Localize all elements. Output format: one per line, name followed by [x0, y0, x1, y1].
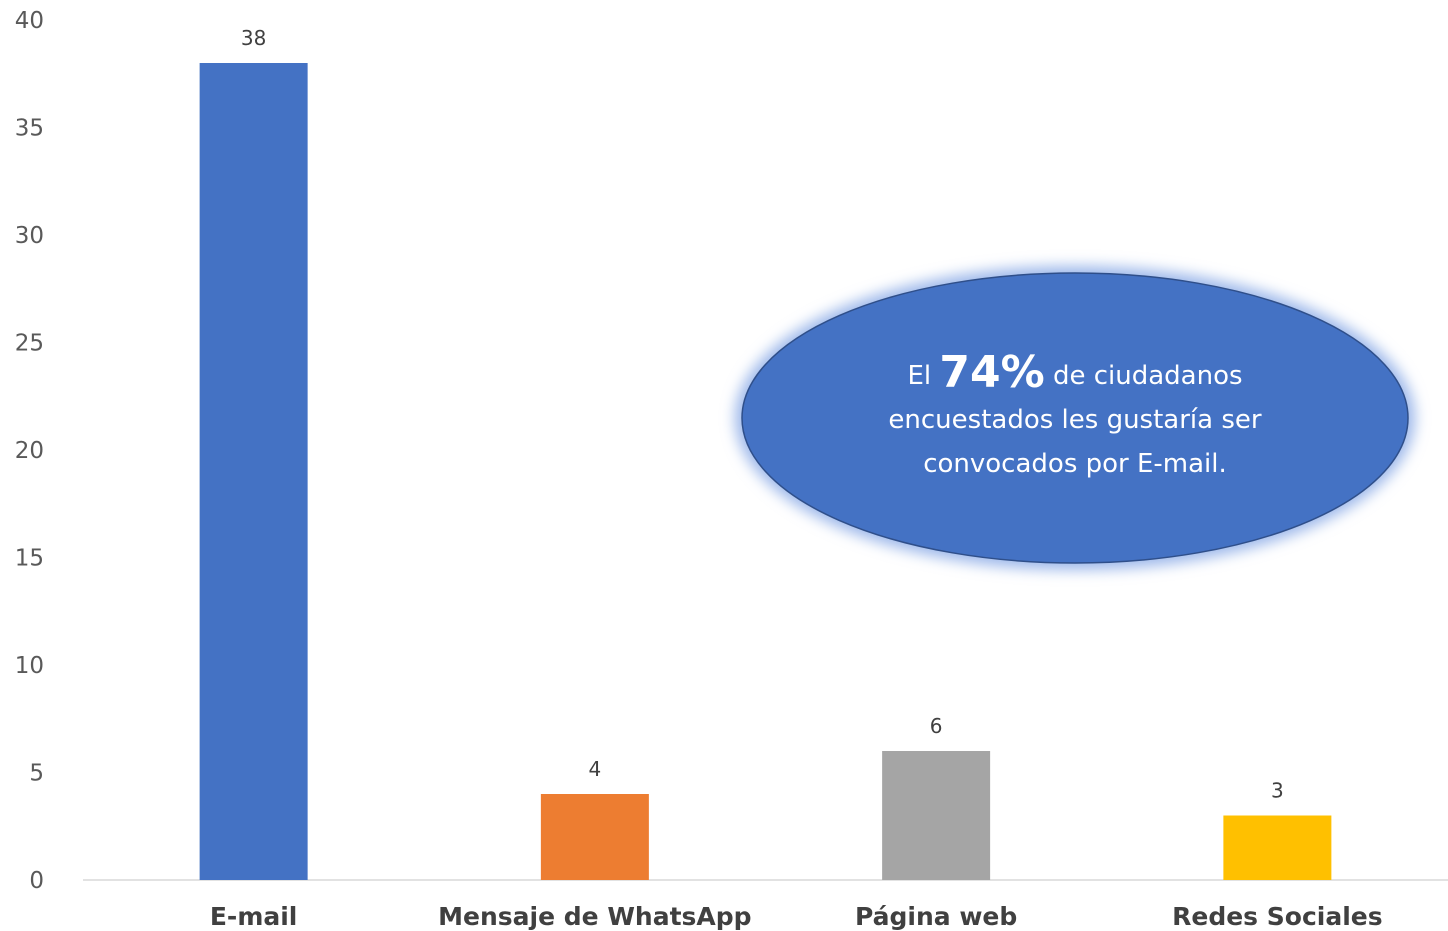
category-label: E-mail [210, 902, 298, 931]
category-label: Página web [855, 902, 1017, 931]
y-tick-label: 5 [29, 761, 44, 787]
callout-bubble [735, 266, 1415, 570]
y-tick-label: 20 [15, 438, 44, 464]
callout-text-box: El 74% de ciudadanos encuestados les gus… [742, 273, 1408, 563]
bars [199, 63, 1332, 880]
callout-text: El 74% de ciudadanos encuestados les gus… [845, 350, 1305, 486]
y-tick-label: 30 [15, 223, 44, 249]
bar [882, 751, 991, 880]
callout-ellipse [741, 272, 1409, 564]
callout-highlight-percent: 74% [939, 346, 1045, 398]
bar [540, 794, 649, 880]
y-tick-label: 40 [15, 8, 44, 34]
bar [1223, 815, 1332, 880]
y-tick-label: 0 [29, 868, 44, 894]
y-axis-ticks: 0 5 10 15 20 25 30 35 40 [15, 8, 44, 894]
y-tick-label: 15 [15, 546, 44, 572]
bar [199, 63, 308, 880]
y-tick-label: 35 [15, 116, 44, 142]
callout-prefix: El [907, 360, 940, 391]
data-label: 38 [241, 26, 266, 50]
data-label: 3 [1271, 779, 1284, 803]
data-label: 4 [589, 757, 602, 781]
y-tick-label: 10 [15, 653, 44, 679]
y-tick-label: 25 [15, 331, 44, 357]
data-labels: 38 4 6 3 [241, 26, 1284, 803]
data-label: 6 [930, 714, 943, 738]
category-labels: E-mail Mensaje de WhatsApp Página web Redes… [210, 902, 1383, 931]
category-label: Redes Sociales [1172, 902, 1383, 931]
category-label: Mensaje de WhatsApp [438, 902, 751, 931]
callout-suffix: de ciudadanos encuestados les gustaría s… [888, 360, 1262, 479]
